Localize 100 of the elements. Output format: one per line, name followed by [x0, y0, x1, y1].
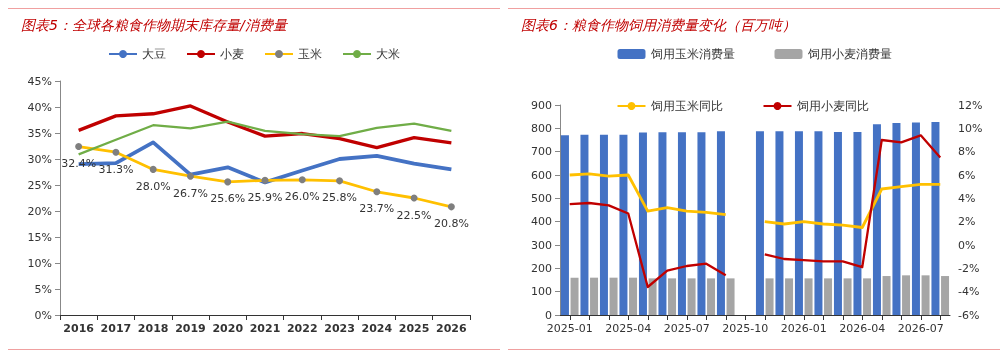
- bar: [668, 278, 677, 315]
- x-tick-label: 2025: [398, 322, 430, 335]
- y-tick-label: 200: [531, 261, 552, 275]
- bar: [775, 131, 784, 315]
- y-tick-label: 10%: [27, 256, 52, 270]
- data-label: 23.7%: [359, 202, 395, 216]
- y-tick-label: 0%: [34, 308, 52, 322]
- bar: [814, 131, 823, 315]
- legend-label: 小麦: [220, 47, 244, 61]
- bar: [843, 278, 852, 315]
- bar: [785, 278, 794, 315]
- line-series: [76, 104, 454, 150]
- data-label: 20.8%: [433, 217, 469, 231]
- x-tick-label: 2025-04: [605, 322, 652, 335]
- bar: [882, 276, 891, 315]
- x-tick-label: 2016: [63, 322, 95, 335]
- y-tick-label: 25%: [27, 178, 52, 192]
- x-tick-label: 2019: [175, 322, 206, 335]
- bar: [931, 122, 940, 315]
- bar: [804, 278, 813, 315]
- x-tick-label: 2026-01: [780, 322, 827, 335]
- y2-tick-label: 8%: [958, 145, 976, 159]
- data-label: 25.9%: [247, 190, 283, 204]
- legend-label: 大豆: [142, 47, 166, 61]
- bar: [697, 132, 706, 315]
- bar: [609, 277, 618, 315]
- bar: [833, 132, 842, 315]
- x-tick-label: 2026: [436, 322, 468, 335]
- bar: [716, 131, 725, 315]
- y2-tick-label: 4%: [958, 191, 976, 205]
- bar: [921, 275, 930, 315]
- chart-title: 图表5：全球各粮食作物期末库存量/消费量: [21, 17, 289, 33]
- bar: [648, 278, 657, 315]
- line-series: [77, 120, 453, 156]
- y2-tick-label: -4%: [958, 285, 980, 299]
- x-tick-label: 2025-01: [546, 322, 593, 335]
- bar: [570, 277, 579, 315]
- data-label: 28.0%: [135, 179, 171, 193]
- x-tick-label: 2023: [324, 322, 355, 335]
- x-tick-label: 2026-04: [839, 322, 886, 335]
- y-tick-label: 5%: [34, 282, 52, 296]
- y2-tick-label: -2%: [958, 261, 980, 275]
- y-tick-label: 15%: [27, 230, 52, 244]
- bar: [892, 122, 901, 315]
- y2-tick-label: 2%: [958, 215, 976, 229]
- x-tick-label: 2020: [212, 322, 244, 335]
- data-label: 31.3%: [98, 162, 134, 176]
- data-label: 22.5%: [396, 208, 432, 222]
- x-tick-label: 2021: [249, 322, 281, 335]
- y-tick-label: 800: [531, 121, 552, 135]
- data-label: 25.8%: [322, 191, 358, 205]
- bar: [638, 132, 647, 315]
- legend-label: 饲用小麦同比: [795, 99, 869, 113]
- y2-tick-label: -6%: [958, 308, 980, 322]
- y-tick-label: 700: [531, 145, 552, 159]
- x-tick-label: 2024: [361, 322, 393, 335]
- y-tick-label: 0: [545, 308, 552, 322]
- bar: [580, 134, 589, 315]
- x-tick-label: 2025-10: [722, 322, 769, 335]
- bar: [726, 278, 735, 315]
- y-tick-label: 20%: [27, 204, 52, 218]
- bar: [765, 278, 774, 315]
- chart-title: 图表6：粮食作物饲用消费量变化（百万吨）: [521, 17, 796, 33]
- bar: [590, 277, 599, 315]
- y-tick-label: 600: [531, 168, 552, 182]
- bar: [824, 278, 833, 315]
- x-tick-label: 2022: [286, 322, 318, 335]
- data-label: 26.0%: [284, 190, 320, 204]
- y-tick-label: 300: [531, 238, 552, 252]
- bar: [941, 276, 950, 315]
- bar: [560, 135, 569, 315]
- y-tick-label: 500: [531, 191, 552, 205]
- legend-label: 饲用玉米同比: [649, 99, 723, 113]
- bar: [911, 122, 920, 315]
- data-label: 26.7%: [172, 186, 208, 200]
- x-tick-label: 2018: [137, 322, 169, 335]
- legend-label: 玉米: [298, 47, 322, 61]
- y-tick-label: 30%: [27, 152, 52, 166]
- bar: [677, 132, 686, 315]
- bar: [619, 134, 628, 315]
- bar: [629, 277, 638, 315]
- y-tick-label: 100: [531, 285, 552, 299]
- y-tick-label: 45%: [27, 74, 52, 88]
- bar: [687, 278, 696, 315]
- bar: [853, 132, 862, 315]
- y-tick-label: 40%: [27, 100, 52, 114]
- data-label: 25.6%: [210, 192, 246, 206]
- y-tick-label: 900: [531, 98, 552, 112]
- y2-tick-label: 10%: [958, 121, 983, 135]
- y2-tick-label: 12%: [958, 98, 983, 112]
- bar: [707, 278, 716, 315]
- x-tick-label: 2017: [100, 322, 132, 335]
- bar: [658, 132, 667, 315]
- bar: [599, 134, 608, 315]
- x-tick-label: 2026-07: [897, 322, 944, 335]
- bar: [902, 275, 911, 315]
- y-tick-label: 400: [531, 215, 552, 229]
- data-label: 32.4%: [61, 157, 97, 171]
- x-tick-label: 2025-07: [663, 322, 710, 335]
- bar: [863, 278, 872, 315]
